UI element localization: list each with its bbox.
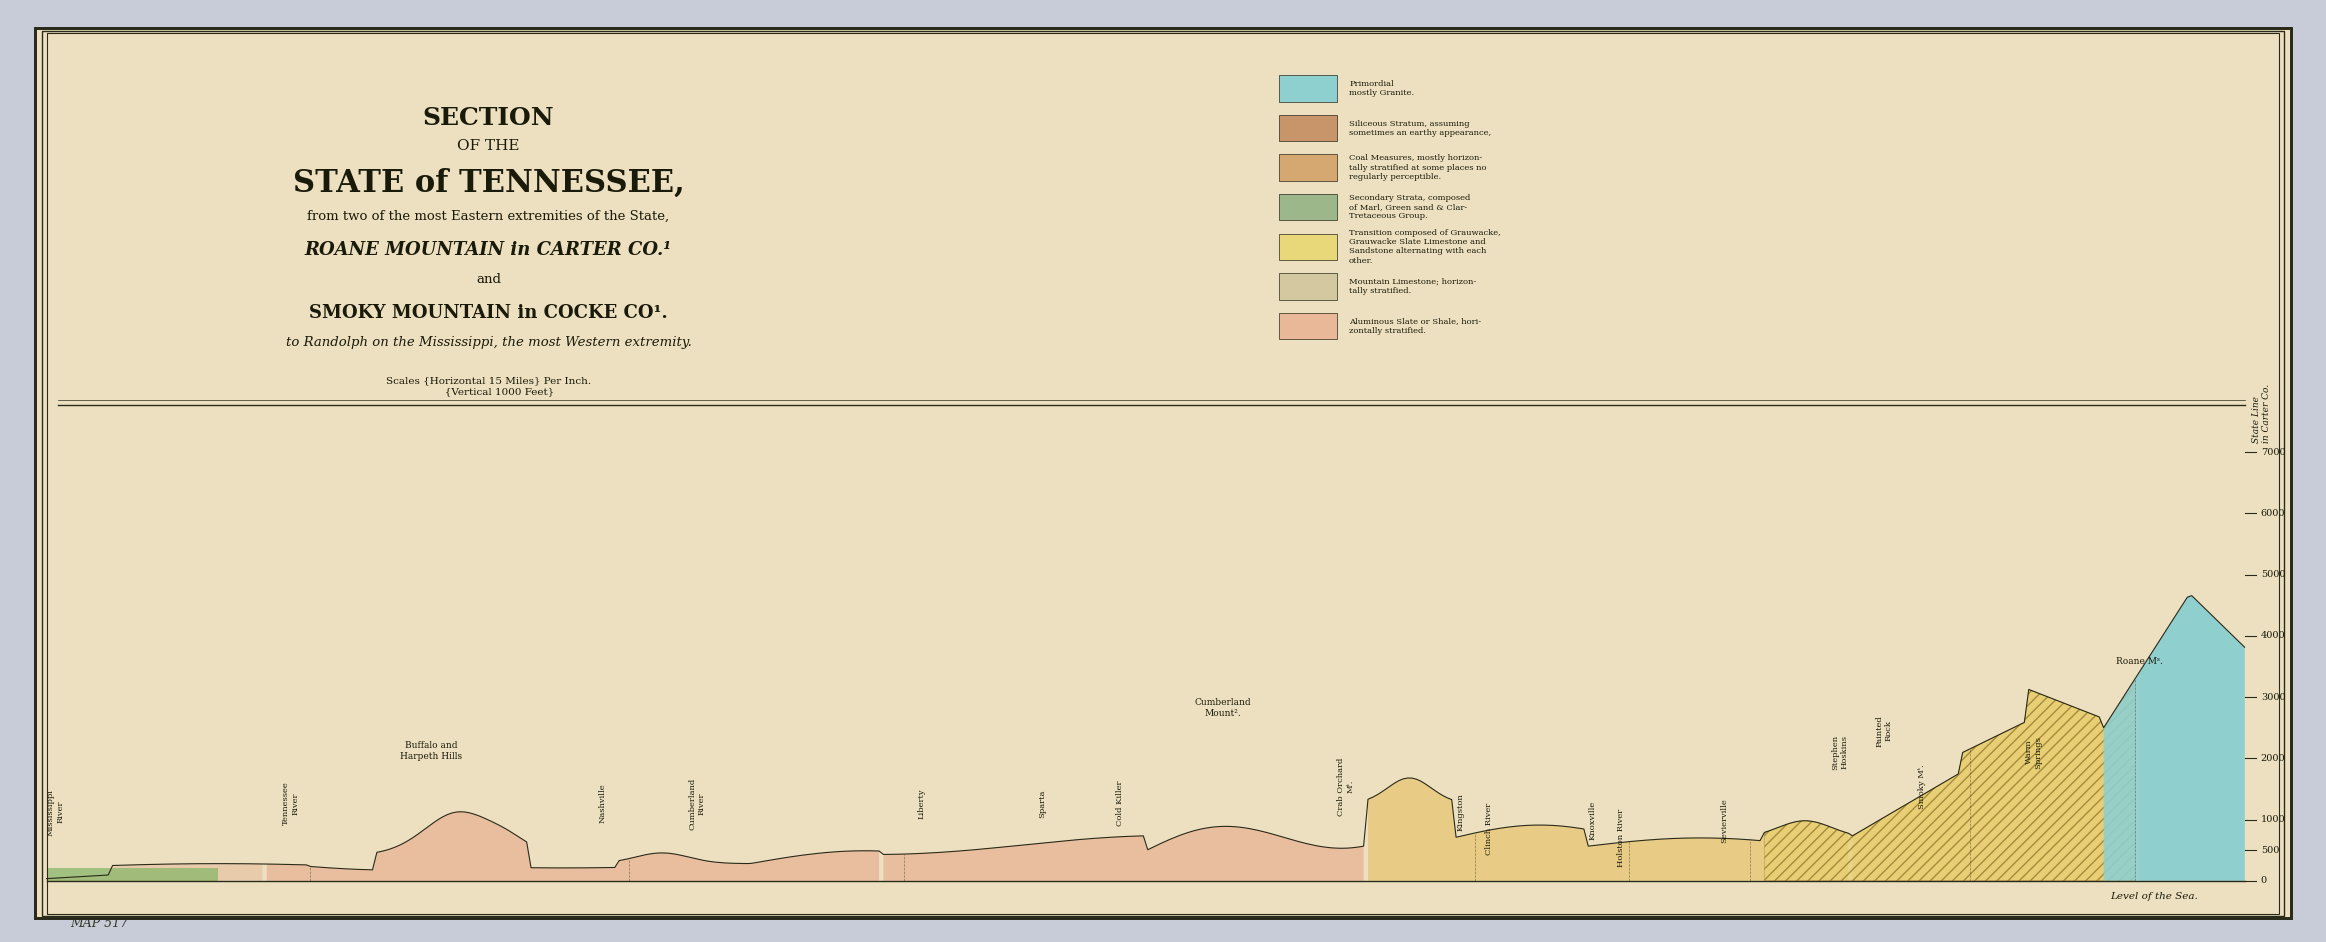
Text: Smoky Mᵗ.: Smoky Mᵗ. — [1919, 764, 1926, 809]
Polygon shape — [1368, 778, 1849, 881]
Text: SMOKY MOUNTAIN in COCKE CO¹.: SMOKY MOUNTAIN in COCKE CO¹. — [309, 303, 668, 322]
Text: Siliceous Stratum, assuming
sometimes an earthy appearance,: Siliceous Stratum, assuming sometimes an… — [1349, 120, 1491, 137]
Text: Crab Orchard
Mᵗ.: Crab Orchard Mᵗ. — [1337, 757, 1354, 816]
Text: Level of the Sea.: Level of the Sea. — [2110, 892, 2198, 901]
Text: 5000: 5000 — [2261, 570, 2286, 579]
Text: Coal Measures, mostly horizon-
tally stratified at some places no
regularly perc: Coal Measures, mostly horizon- tally str… — [1349, 154, 1486, 181]
Text: Painted
Rock: Painted Rock — [1875, 715, 1893, 747]
Text: Sparta: Sparta — [1040, 789, 1047, 818]
Text: and: and — [477, 273, 500, 286]
Text: 7000: 7000 — [2261, 447, 2286, 457]
Text: Aluminous Slate or Shale, hori-
zontally stratified.: Aluminous Slate or Shale, hori- zontally… — [1349, 317, 1482, 334]
Text: ROANE MOUNTAIN in CARTER CO.¹: ROANE MOUNTAIN in CARTER CO.¹ — [305, 240, 672, 259]
Text: Cumberland
Mount².: Cumberland Mount². — [1193, 699, 1251, 718]
Text: Mountain Limestone; horizon-
tally stratified.: Mountain Limestone; horizon- tally strat… — [1349, 278, 1477, 295]
Bar — [1279, 154, 1337, 181]
Polygon shape — [1851, 680, 2135, 881]
Polygon shape — [2140, 595, 2245, 881]
Text: Tennessee
River: Tennessee River — [281, 782, 300, 825]
Bar — [1279, 75, 1337, 102]
Text: Cold Killer: Cold Killer — [1116, 781, 1123, 826]
Text: Nashville: Nashville — [600, 784, 607, 823]
Polygon shape — [47, 864, 263, 881]
Text: Primordial
mostly Granite.: Primordial mostly Granite. — [1349, 80, 1414, 97]
Text: State Line
in Carter Co.: State Line in Carter Co. — [2252, 383, 2270, 443]
Text: 6000: 6000 — [2261, 509, 2286, 518]
Text: 0: 0 — [2261, 876, 2268, 885]
Text: Scales {Horizontal 15 Miles} Per Inch.
       {Vertical 1000 Feet}: Scales {Horizontal 15 Miles} Per Inch. {… — [386, 377, 591, 396]
Bar — [1279, 194, 1337, 220]
Text: Clinch River: Clinch River — [1484, 804, 1493, 855]
Polygon shape — [267, 812, 879, 881]
Polygon shape — [1765, 680, 2135, 881]
Text: Liberty: Liberty — [919, 788, 926, 819]
Text: Transition composed of Grauwacke,
Grauwacke Slate Limestone and
Sandstone altern: Transition composed of Grauwacke, Grauwa… — [1349, 229, 1500, 265]
Text: Knoxville: Knoxville — [1589, 801, 1596, 840]
Polygon shape — [47, 868, 219, 881]
Bar — [1279, 313, 1337, 339]
Text: Sevierville: Sevierville — [1719, 799, 1728, 843]
Text: to Randolph on the Mississippi, the most Western extremity.: to Randolph on the Mississippi, the most… — [286, 336, 691, 349]
Text: Cumberland
River: Cumberland River — [688, 777, 707, 830]
Text: Secondary Strata, composed
of Marl, Green sand & Clar-
Tretaceous Group.: Secondary Strata, composed of Marl, Gree… — [1349, 194, 1470, 220]
Text: 4000: 4000 — [2261, 631, 2286, 641]
Text: SECTION: SECTION — [423, 106, 554, 130]
Text: 1000: 1000 — [2261, 815, 2286, 824]
Bar — [1279, 234, 1337, 260]
Text: Roane Mˢ.: Roane Mˢ. — [2117, 658, 2163, 667]
Text: 3000: 3000 — [2261, 692, 2286, 702]
Text: 500: 500 — [2261, 846, 2279, 854]
Text: MAP 517: MAP 517 — [70, 917, 128, 930]
Text: Warm
Springs: Warm Springs — [2026, 736, 2042, 769]
Polygon shape — [884, 826, 1363, 881]
Text: from two of the most Eastern extremities of the State,: from two of the most Eastern extremities… — [307, 210, 670, 223]
Bar — [1279, 115, 1337, 141]
Text: Stephen
Hoskins: Stephen Hoskins — [1833, 735, 1849, 770]
Text: Holston River: Holston River — [1617, 809, 1626, 867]
Text: STATE of TENNESSEE,: STATE of TENNESSEE, — [293, 169, 684, 199]
Text: 2000: 2000 — [2261, 754, 2286, 763]
Text: Mississippi
River: Mississippi River — [47, 788, 65, 836]
Text: Kingston: Kingston — [1456, 793, 1465, 831]
Text: Buffalo and
Harpeth Hills: Buffalo and Harpeth Hills — [400, 741, 463, 761]
Bar — [1279, 273, 1337, 300]
Polygon shape — [2103, 595, 2245, 881]
Text: OF THE: OF THE — [458, 139, 519, 153]
